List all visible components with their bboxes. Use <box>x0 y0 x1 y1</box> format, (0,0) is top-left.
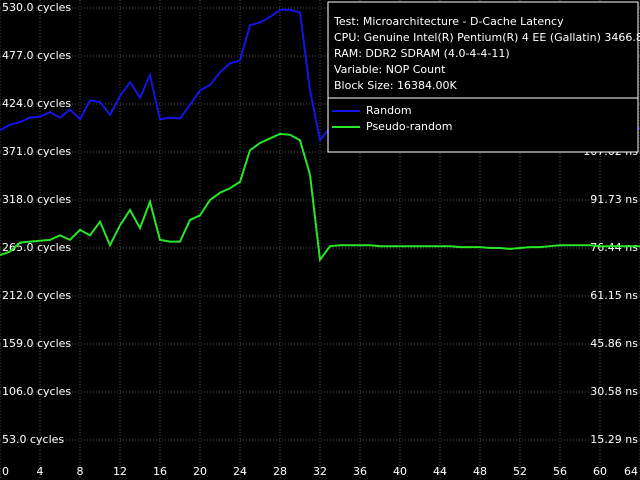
y-tick-label: 265.0 cycles <box>2 241 71 254</box>
x-tick-label: 52 <box>513 465 527 478</box>
y-tick-label: 106.0 cycles <box>2 385 71 398</box>
y-tick-label: 371.0 cycles <box>2 145 71 158</box>
info-text: Variable: NOP Count <box>334 63 446 76</box>
x-tick-label: 48 <box>473 465 487 478</box>
info-text: Test: Microarchitecture - D-Cache Latenc… <box>333 15 564 28</box>
info-text: CPU: Genuine Intel(R) Pentium(R) 4 EE (G… <box>334 31 640 44</box>
x-tick-label: 32 <box>313 465 327 478</box>
legend-label: Random <box>366 104 412 117</box>
legend-box <box>327 1 639 153</box>
x-tick-label: 12 <box>113 465 127 478</box>
y2-tick-label: 61.15 ns <box>590 289 638 302</box>
x-tick-label: 56 <box>553 465 567 478</box>
x-tick-label: 4 <box>37 465 44 478</box>
y-tick-label: 477.0 cycles <box>2 49 71 62</box>
x-tick-label: 40 <box>393 465 407 478</box>
x-tick-label: 28 <box>273 465 287 478</box>
x-tick-label: 16 <box>153 465 167 478</box>
y2-tick-label: 91.73 ns <box>590 193 638 206</box>
x-tick-label: 8 <box>77 465 84 478</box>
y-tick-label: 212.0 cycles <box>2 289 71 302</box>
y-tick-label: 424.0 cycles <box>2 97 71 110</box>
info-text: RAM: DDR2 SDRAM (4.0-4-4-11) <box>334 47 510 60</box>
y-tick-label: 318.0 cycles <box>2 193 71 206</box>
y-tick-label: 159.0 cycles <box>2 337 71 350</box>
y-tick-label: 53.0 cycles <box>2 433 64 446</box>
x-tick-label: 36 <box>353 465 367 478</box>
y2-tick-label: 30.58 ns <box>590 385 638 398</box>
y2-tick-label: 76.44 ns <box>590 241 638 254</box>
info-text: Block Size: 16384.00K <box>334 79 458 92</box>
y-tick-label: 530.0 cycles <box>2 1 71 14</box>
x-tick-label: 24 <box>233 465 247 478</box>
x-tick-label: 44 <box>433 465 447 478</box>
x-tick-label: 60 <box>593 465 607 478</box>
x-tick-label: 20 <box>193 465 207 478</box>
x-tick-label: 0 <box>2 465 9 478</box>
x-tick-label: 64 <box>624 465 638 478</box>
legend-label: Pseudo-random <box>366 120 452 133</box>
y2-tick-label: 45.86 ns <box>590 337 638 350</box>
y2-tick-label: 15.29 ns <box>590 433 638 446</box>
data-line <box>0 132 640 263</box>
